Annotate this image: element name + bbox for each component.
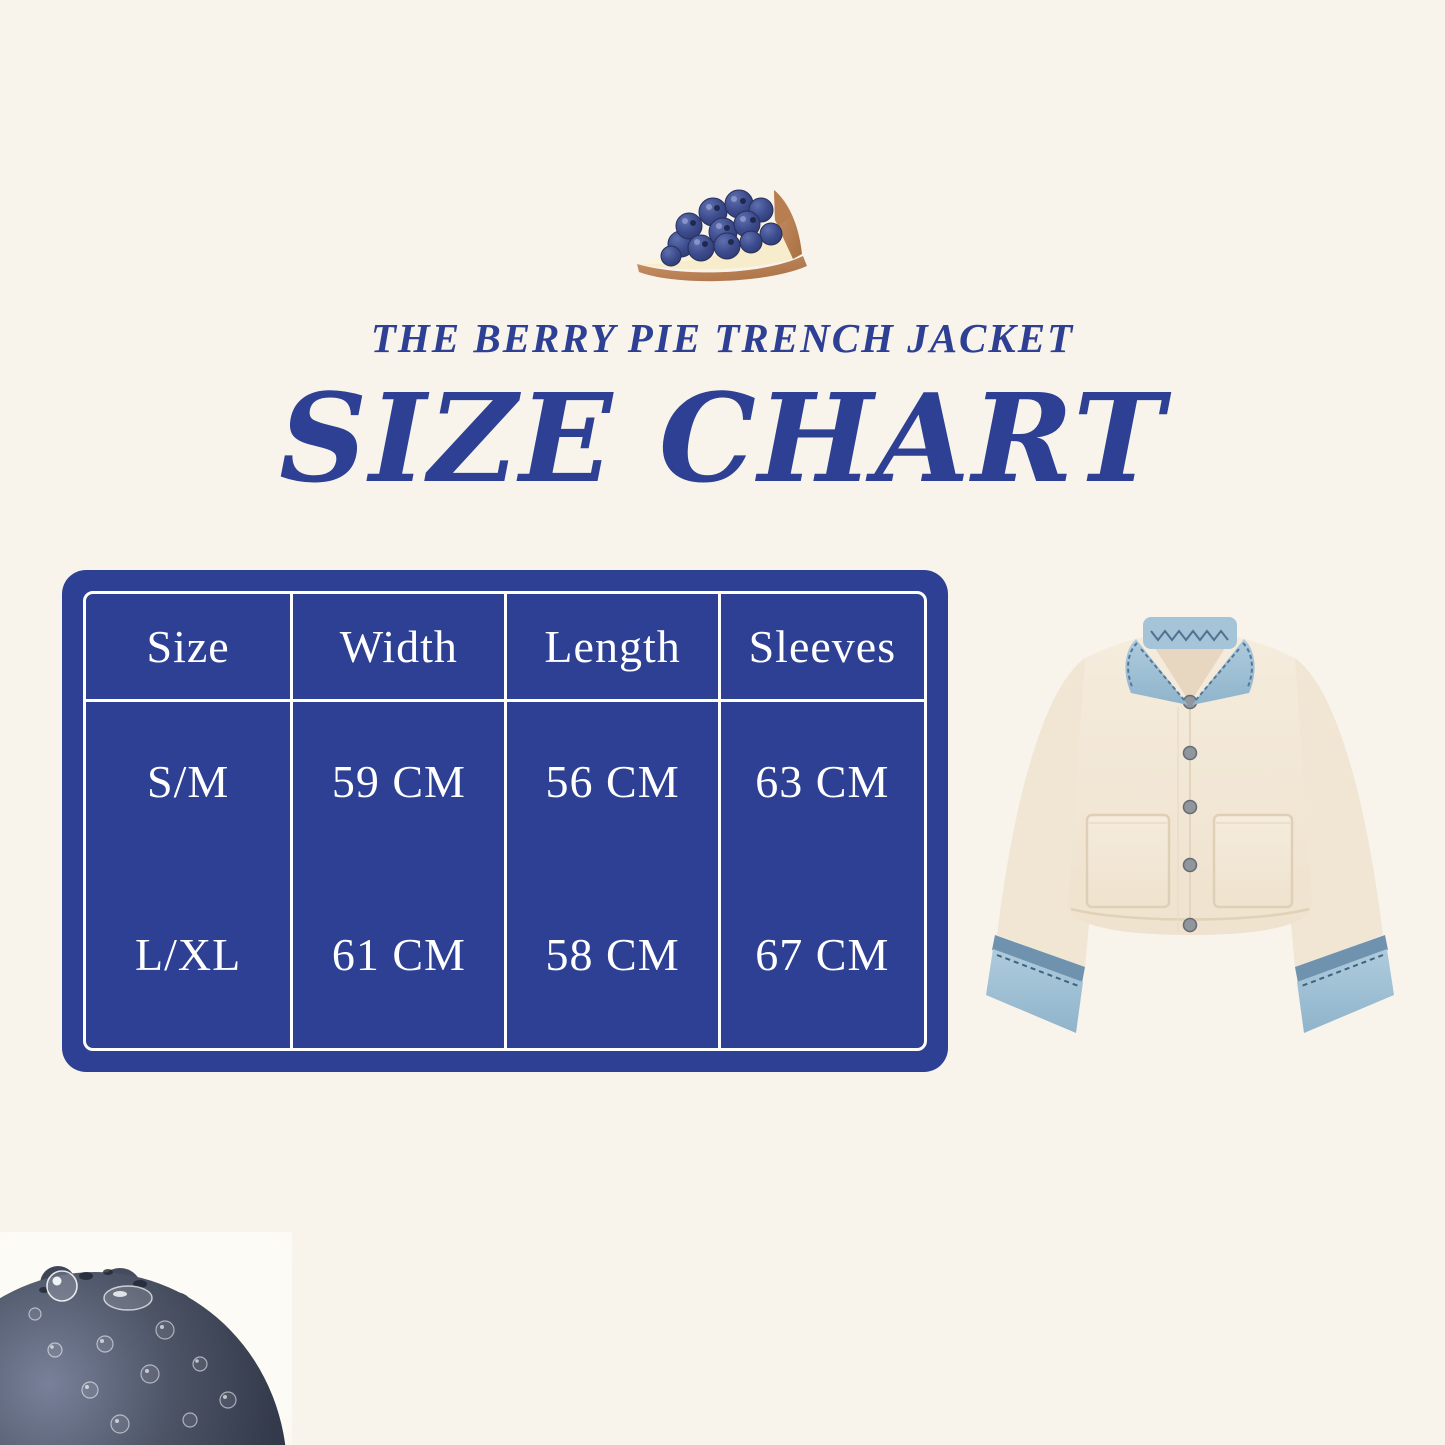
table-cell-length-lxl: 58 CM xyxy=(507,860,721,1048)
page-title: SIZE CHART xyxy=(279,366,1166,510)
table-cell-width-lxl: 61 CM xyxy=(293,860,508,1048)
blueberry-pie-icon xyxy=(631,164,821,294)
table-cell-width-sm: 59 CM xyxy=(293,702,508,860)
table-cell-length-sm: 56 CM xyxy=(507,702,721,860)
size-chart-table: Size Width Length Sleeves S/M 59 CM 56 C… xyxy=(62,570,948,1072)
blueberry-photo xyxy=(0,1232,292,1445)
pie-slice-graphic xyxy=(637,189,807,282)
table-cell-size-lxl: L/XL xyxy=(86,860,294,1048)
blueberry-graphic xyxy=(0,1232,292,1445)
jacket-graphic xyxy=(986,617,1394,1033)
column-header-length: Length xyxy=(507,594,721,702)
column-header-size: Size xyxy=(86,594,294,702)
column-header-width: Width xyxy=(293,594,508,702)
table-cell-size-sm: S/M xyxy=(86,702,294,860)
table-cell-sleeves-lxl: 67 CM xyxy=(755,928,890,980)
size-chart-grid: Size Width Length Sleeves S/M 59 CM 56 C… xyxy=(83,591,927,1051)
jacket-photo xyxy=(985,603,1435,1039)
product-subtitle: THE BERRY PIE TRENCH JACKET xyxy=(370,315,1075,361)
table-cell-sleeves-sm: 63 CM xyxy=(755,755,890,807)
column-header-sleeves: Sleeves xyxy=(720,594,924,702)
